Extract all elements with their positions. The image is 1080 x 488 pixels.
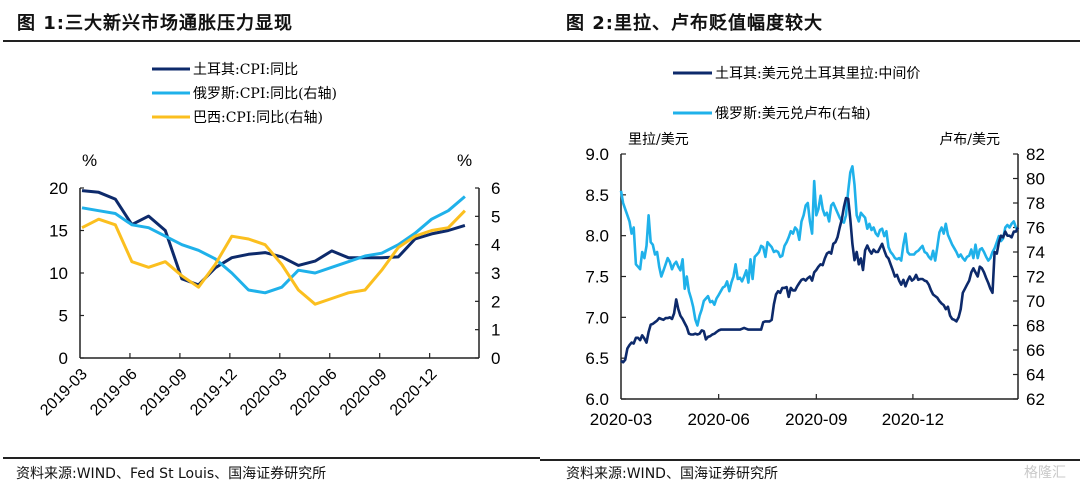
- chart-2-legend-label: 土耳其:美元兑土耳其里拉:中间价: [715, 66, 920, 82]
- figure-1-title: 图 1:三大新兴市场通胀压力显现: [17, 13, 293, 34]
- chart-2-right-tick-label: 76: [1026, 219, 1045, 238]
- chart-2-left-tick-label: 7.0: [585, 308, 609, 327]
- figure-1-top-rule: [3, 40, 540, 42]
- chart-1-left-tick-label: 5: [59, 307, 68, 326]
- chart-1-left-tick-label: 20: [49, 179, 68, 198]
- chart-1-x-tick-label: 2020-03: [237, 366, 291, 420]
- chart-1-x-tick-label: 2019-09: [137, 366, 191, 420]
- chart-1-right-tick-label: 5: [491, 207, 500, 226]
- chart-2-right-tick-label: 74: [1026, 243, 1045, 262]
- figure-2-source: 资料来源:WIND、国海证券研究所: [566, 466, 778, 482]
- chart-1-x-tick-label: 2019-12: [187, 366, 241, 420]
- chart-1-left-tick-label: 0: [59, 349, 68, 368]
- figure-2-top-rule: [540, 40, 1080, 42]
- chart-2-right-tick-label: 72: [1026, 268, 1045, 287]
- chart-2-right-tick-label: 66: [1026, 341, 1045, 360]
- chart-1-left-tick-label: 15: [49, 222, 68, 241]
- chart-2-right-tick-label: 82: [1026, 145, 1045, 164]
- figure-2-panel: 图 2:里拉、卢布贬值幅度较大 土耳其:美元兑土耳其里拉:中间价 俄罗斯:美元兑卢…: [540, 0, 1080, 488]
- chart-2-right-tick-label: 68: [1026, 317, 1045, 336]
- figure-1-bottom-rule: [3, 457, 540, 459]
- figure-1-source: 资料来源:WIND、Fed St Louis、国海证券研究所: [16, 466, 327, 482]
- chart-2-series: [619, 165, 1020, 364]
- chart-1-axes: 0 5 10 15 20 0 1 2 3 4 5 6 2019-032019-062019-092019…: [37, 179, 500, 419]
- chart-1-series-line-2: [81, 209, 466, 306]
- chart-1-series: [81, 189, 466, 306]
- chart-1-right-tick-label: 1: [491, 321, 500, 340]
- chart-2-right-tick-label: 78: [1026, 194, 1045, 213]
- chart-2-right-tick-label: 70: [1026, 292, 1045, 311]
- chart-2-x-tick-label: 2020-12: [882, 410, 944, 429]
- chart-2-axes: 6.0 6.5 7.0 7.5 8.0 8.5 9.0 62 64 66 68 70 72 74 76 78 8…: [585, 145, 1045, 429]
- watermark-logo: 格隆汇: [1024, 465, 1066, 481]
- chart-1-left-axis-unit: %: [82, 151, 97, 170]
- chart-1-left-tick-label: 10: [49, 264, 68, 283]
- chart-2-right-tick-label: 80: [1026, 170, 1045, 189]
- chart-1-right-tick-label: 4: [491, 236, 500, 255]
- chart-1-right-tick-label: 2: [491, 292, 500, 311]
- chart-2-left-tick-label: 8.0: [585, 227, 609, 246]
- chart-1-legend-label: 土耳其:CPI:同比: [193, 62, 298, 78]
- chart-1-right-axis-unit: %: [457, 151, 472, 170]
- chart-1-legend-label: 巴西:CPI:同比(右轴): [193, 110, 323, 126]
- chart-2-legend-label: 俄罗斯:美元兑卢布(右轴): [715, 106, 871, 122]
- chart-1-x-tick-label: 2020-12: [387, 366, 441, 420]
- chart-2-left-tick-label: 9.0: [585, 145, 609, 164]
- chart-2-series-line-1: [619, 165, 1019, 327]
- chart-1-series-line-1: [81, 195, 466, 295]
- figure-2-title: 图 2:里拉、卢布贬值幅度较大: [566, 13, 823, 34]
- chart-2-series-line-0: [620, 196, 1020, 364]
- chart-1-right-tick-label: 0: [491, 349, 500, 368]
- chart-1-x-tick-label: 2019-03: [37, 366, 91, 420]
- chart-1-right-tick-label: 6: [491, 179, 500, 198]
- chart-2-left-tick-label: 8.5: [585, 186, 609, 205]
- chart-2-left-tick-label: 6.5: [585, 349, 609, 368]
- chart-2-left-axis-unit: 里拉/美元: [628, 132, 689, 148]
- chart-2-right-tick-label: 64: [1026, 366, 1045, 385]
- chart-2-right-tick-label: 62: [1026, 390, 1045, 409]
- chart-1-right-tick-label: 3: [491, 264, 500, 283]
- chart-2-left-tick-label: 6.0: [585, 390, 609, 409]
- chart-1-x-tick-label: 2019-06: [87, 366, 141, 420]
- chart-1-legend-label: 俄罗斯:CPI:同比(右轴): [193, 86, 337, 102]
- chart-2-x-tick-label: 2020-03: [590, 410, 652, 429]
- chart-1-x-tick-label: 2020-09: [337, 366, 391, 420]
- chart-2-x-tick-label: 2020-09: [785, 410, 847, 429]
- figure-1-panel: 图 1:三大新兴市场通胀压力显现 土耳其:CPI:同比俄罗斯:CPI:同比(右轴…: [3, 13, 540, 482]
- chart-2-x-tick-label: 2020-06: [687, 410, 749, 429]
- figure-2-bottom-rule: [540, 459, 1080, 461]
- chart-2-left-tick-label: 7.5: [585, 268, 609, 287]
- chart-1-x-tick-label: 2020-06: [287, 366, 341, 420]
- chart-2-right-axis-unit: 卢布/美元: [939, 132, 1000, 148]
